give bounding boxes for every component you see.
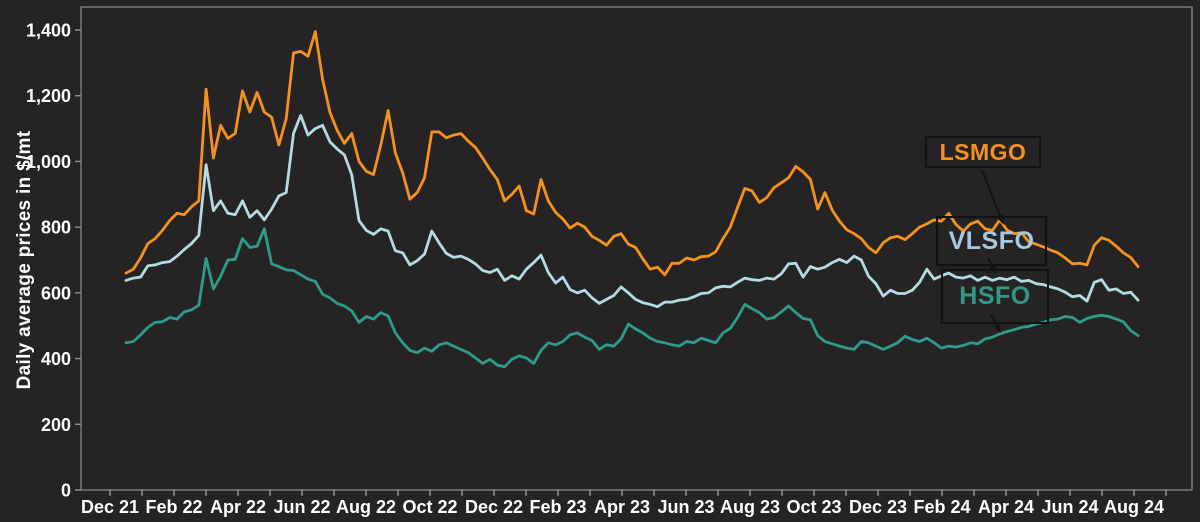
x-tick-label: Jun 24 xyxy=(1041,497,1098,517)
x-tick-label: Jun 23 xyxy=(657,497,714,517)
hsfo-leader-line xyxy=(990,313,998,327)
y-tick-label: 800 xyxy=(41,218,71,238)
y-tick-label: 1,200 xyxy=(26,86,71,106)
y-tick-label: 200 xyxy=(41,415,71,435)
series-line-vlsfo xyxy=(124,114,1140,309)
x-tick-label: Oct 23 xyxy=(786,497,841,517)
plot-frame xyxy=(80,6,1193,491)
legend-label-lsmgo: LSMGO xyxy=(939,138,1027,165)
lsmgo-leader-line xyxy=(980,169,1002,217)
legend-callout-vlsfo: VLSFO xyxy=(936,216,1047,266)
series-line-hsfo xyxy=(124,227,1140,369)
y-axis-title: Daily average prices in $/mt xyxy=(14,130,35,390)
x-tick-label: Feb 22 xyxy=(145,497,202,517)
x-tick-label: Dec 23 xyxy=(849,497,907,517)
series-layer xyxy=(124,30,1140,369)
x-tick-label: Dec 21 xyxy=(81,497,139,517)
x-tick-label: Oct 22 xyxy=(402,497,457,517)
x-tick-label: Aug 23 xyxy=(720,497,780,517)
y-tick-label: 600 xyxy=(41,283,71,303)
legend-label-hsfo: HSFO xyxy=(959,282,1031,310)
x-tick-label: Dec 22 xyxy=(465,497,523,517)
y-tick-label: 400 xyxy=(41,349,71,369)
x-tick-label: Aug 22 xyxy=(336,497,396,517)
axes-layer: 0 200 400 600 800 1,000 1,200 1,400 Dec 21 Feb 22… xyxy=(26,6,1193,517)
x-tick-label: Aug 24 xyxy=(1104,497,1164,517)
y-tick-label: 1,400 xyxy=(26,21,71,41)
hsfo-leader-arrow-icon xyxy=(994,323,1001,333)
y-tick-label: 0 xyxy=(61,481,71,501)
legend-callout-hsfo: HSFO xyxy=(941,269,1049,324)
x-tick-label: Feb 23 xyxy=(529,497,586,517)
legend-label-vlsfo: VLSFO xyxy=(948,226,1035,255)
x-tick-label: Apr 24 xyxy=(978,497,1034,517)
series-line-lsmgo xyxy=(124,30,1140,277)
x-tick-label: Apr 23 xyxy=(594,497,650,517)
x-tick-label: Jun 22 xyxy=(273,497,330,517)
x-tick-label: Feb 24 xyxy=(913,497,970,517)
legend-callout-lsmgo: LSMGO xyxy=(925,136,1041,168)
y-tick-label: 1,000 xyxy=(26,152,71,172)
x-tick-label: Apr 22 xyxy=(210,497,266,517)
